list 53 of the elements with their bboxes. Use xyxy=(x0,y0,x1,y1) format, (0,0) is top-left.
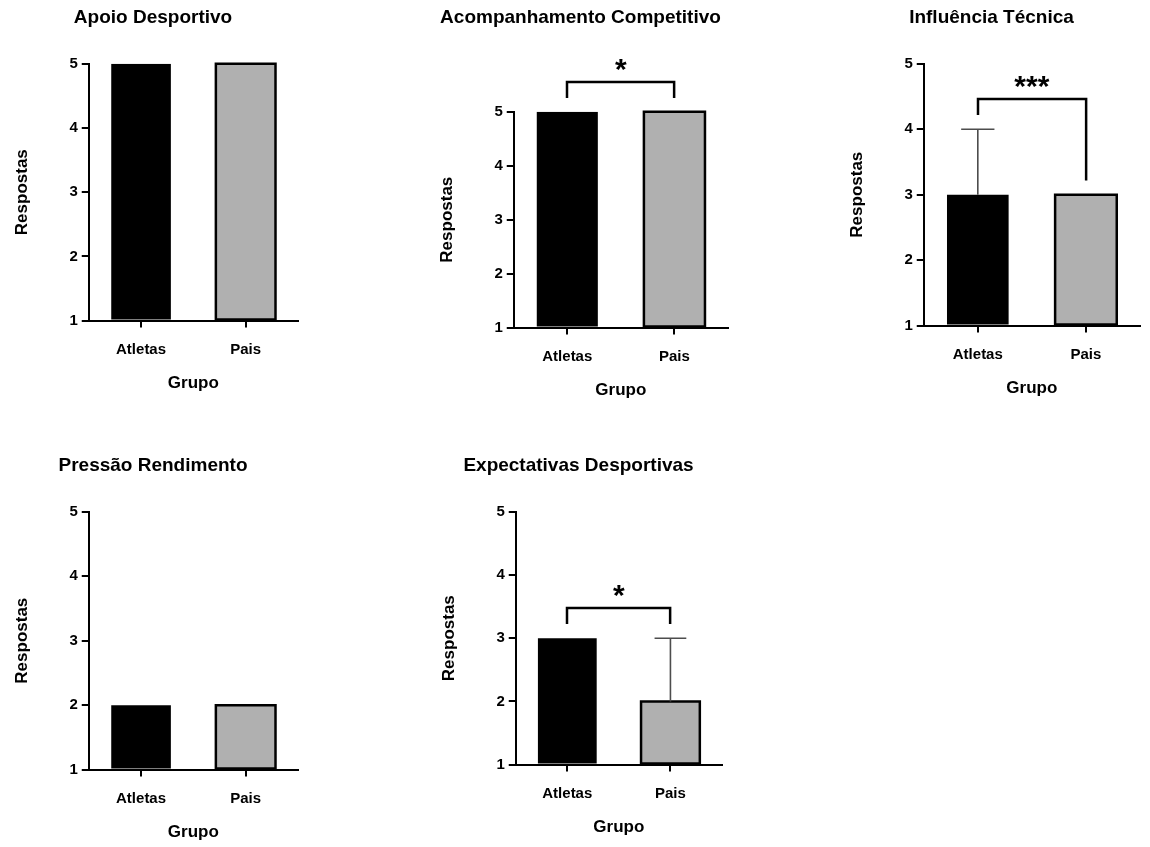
annotation: * xyxy=(613,578,625,612)
y-tick-label: 3 xyxy=(496,628,505,646)
x-tick-label: Pais xyxy=(659,346,690,364)
x-tick-label: Atletas xyxy=(116,339,167,357)
x-tick-label: Pais xyxy=(230,339,262,357)
y-tick-label: 3 xyxy=(494,209,503,227)
y-axis-title: Respostas xyxy=(846,151,866,238)
y-tick-label: 1 xyxy=(496,754,505,772)
x-axis-title: Grupo xyxy=(1006,378,1058,398)
y-tick-label: 2 xyxy=(69,695,78,713)
y-tick-label: 2 xyxy=(494,263,503,281)
x-axis-title: Grupo xyxy=(167,373,219,393)
x-tick-label: Atletas xyxy=(952,344,1003,362)
y-tick-label: 4 xyxy=(69,118,79,136)
x-tick-label: Atletas xyxy=(116,788,167,806)
y-tick-label: 5 xyxy=(904,53,913,71)
y-tick-label: 1 xyxy=(69,759,78,777)
x-tick-label: Atletas xyxy=(542,346,593,364)
y-axis-title: Respostas xyxy=(11,597,31,684)
y-tick-label: 5 xyxy=(69,53,78,71)
y-tick-label: 3 xyxy=(69,182,78,200)
chart-title: Pressão Rendimento xyxy=(58,453,248,475)
y-tick-label: 4 xyxy=(904,119,914,137)
x-tick-label: Pais xyxy=(1070,344,1102,362)
y-axis-title: Respostas xyxy=(11,149,31,236)
y-tick-label: 2 xyxy=(69,246,78,264)
x-tick-label: Pais xyxy=(655,783,686,801)
chart-title: Apoio Desportivo xyxy=(73,5,233,27)
chart-title: Influência Técnica xyxy=(909,5,1075,27)
y-tick-label: 2 xyxy=(496,691,505,709)
annotation: *** xyxy=(1014,69,1050,103)
y-axis-title: Respostas xyxy=(436,176,456,263)
y-tick-label: 1 xyxy=(69,310,78,328)
chart-title: Expectativas Desportivas xyxy=(463,453,694,475)
y-tick-label: 3 xyxy=(69,630,78,648)
y-axis-title: Respostas xyxy=(438,595,458,682)
y-tick-label: 5 xyxy=(494,101,503,119)
y-tick-label: 1 xyxy=(494,317,503,335)
y-tick-label: 4 xyxy=(69,566,79,584)
chart-title: Acompanhamento Competitivo xyxy=(440,5,721,27)
y-tick-label: 4 xyxy=(496,565,506,583)
y-tick-label: 3 xyxy=(904,184,913,202)
x-axis-title: Grupo xyxy=(593,817,645,837)
x-tick-label: Pais xyxy=(230,788,262,806)
y-tick-label: 5 xyxy=(496,501,505,519)
x-axis-title: Grupo xyxy=(167,822,219,842)
x-axis-title: Grupo xyxy=(595,380,647,400)
y-tick-label: 1 xyxy=(904,315,913,333)
x-tick-label: Atletas xyxy=(542,783,593,801)
y-tick-label: 2 xyxy=(904,250,913,268)
y-tick-label: 4 xyxy=(494,155,504,173)
y-tick-label: 5 xyxy=(69,501,78,519)
text: * xyxy=(615,51,627,85)
